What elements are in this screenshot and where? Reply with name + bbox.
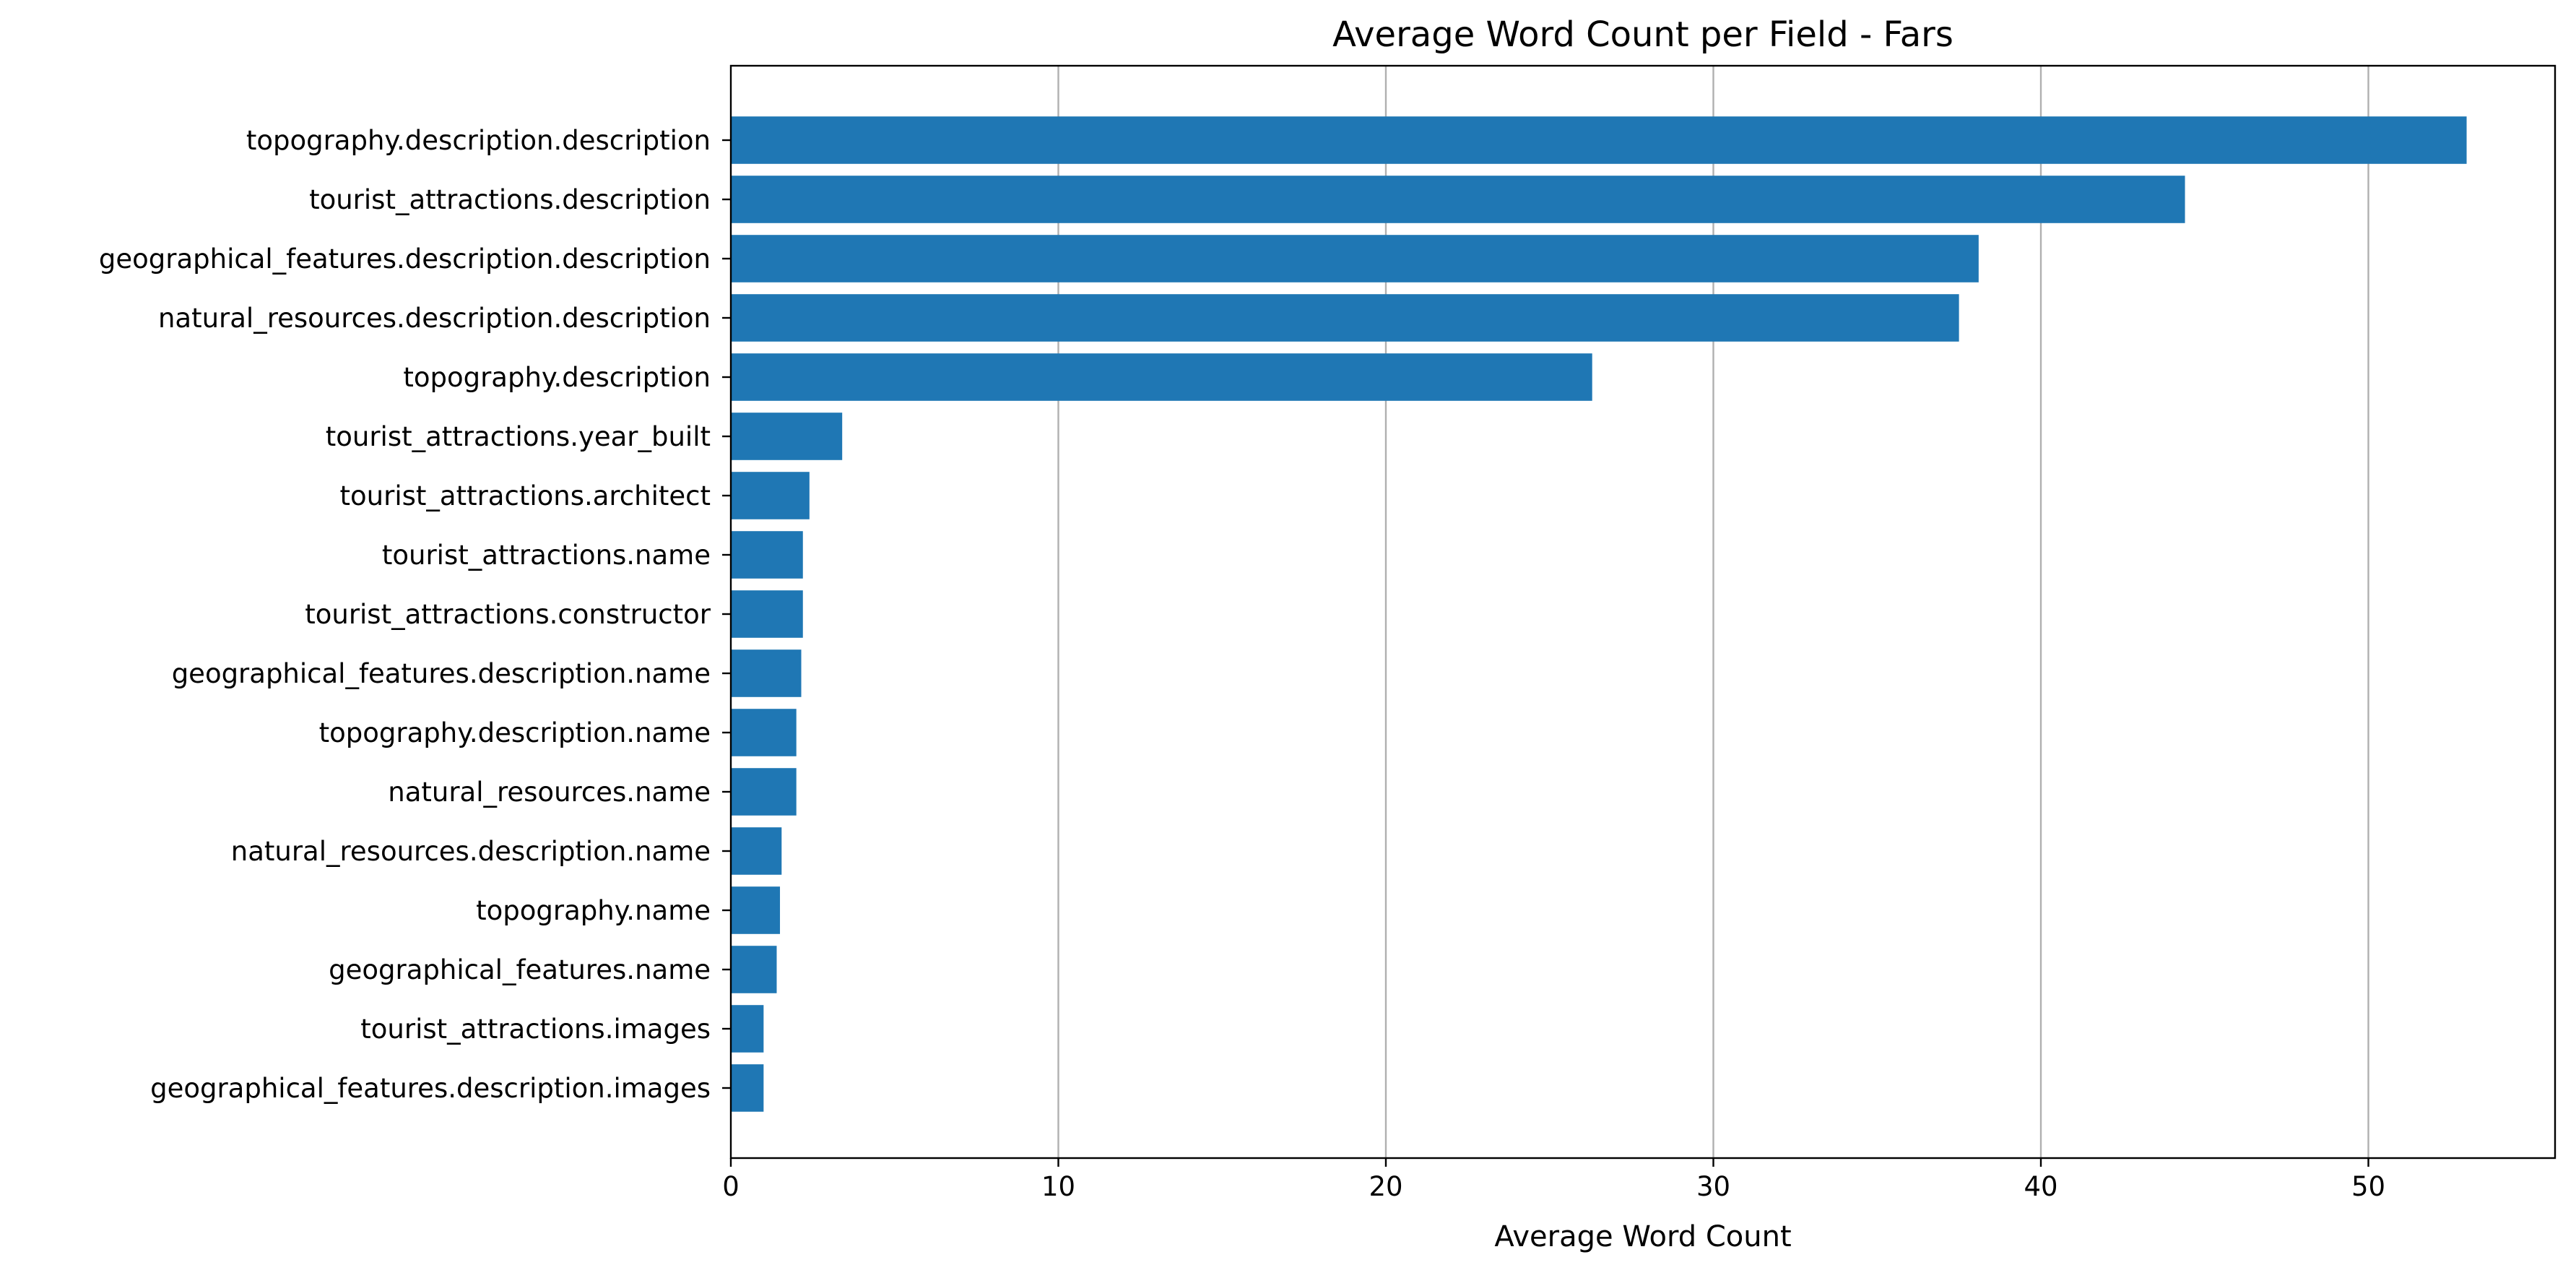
y-tick-label-9: geographical_features.description.name [172, 658, 711, 689]
x-tick-label-1: 10 [1041, 1171, 1075, 1202]
x-tick-label-5: 50 [2351, 1171, 2385, 1202]
bar-16 [731, 1064, 764, 1112]
plot-frame [729, 64, 2557, 1160]
y-tick-label-4: topography.description [403, 362, 711, 393]
y-tick-label-1: tourist_attractions.description [309, 184, 711, 215]
y-tick-label-13: topography.name [476, 895, 711, 926]
bars [731, 116, 2467, 1112]
y-tick-label-14: geographical_features.name [329, 954, 711, 985]
y-tick-label-2: geographical_features.description.descri… [99, 243, 711, 275]
y-tick-label-16: geographical_features.description.images [150, 1073, 711, 1104]
y-tick-label-15: tourist_attractions.images [360, 1014, 711, 1045]
y-tick-label-10: topography.description.name [319, 717, 711, 748]
y-tick-label-6: tourist_attractions.architect [340, 480, 711, 511]
bar-5 [731, 413, 843, 460]
bar-1 [731, 176, 2185, 223]
bar-11 [731, 768, 797, 816]
y-tick-label-7: tourist_attractions.name [382, 540, 711, 571]
bar-3 [731, 294, 1959, 342]
bar-6 [731, 472, 810, 519]
y-tick-label-3: natural_resources.description.descriptio… [158, 303, 711, 334]
y-tick-label-12: natural_resources.description.name [231, 836, 711, 867]
x-tick-label-4: 40 [2024, 1171, 2057, 1202]
bar-10 [731, 709, 797, 756]
x-tick-label-3: 30 [1696, 1171, 1730, 1202]
bar-9 [731, 649, 802, 697]
bar-12 [731, 827, 782, 875]
x-tick-label-2: 20 [1369, 1171, 1402, 1202]
bar-7 [731, 531, 803, 579]
chart-title: Average Word Count per Field - Fars [1332, 14, 1953, 55]
y-tick-label-0: topography.description.description [246, 125, 711, 156]
y-tick-label-5: tourist_attractions.year_built [326, 421, 711, 452]
y-axis-ticks: topography.description.description touris… [99, 125, 731, 1104]
bar-2 [731, 235, 1979, 282]
y-tick-label-8: tourist_attractions.constructor [305, 599, 711, 630]
bar-0 [731, 116, 2467, 164]
bar-4 [731, 353, 1592, 401]
x-tick-label-0: 0 [722, 1171, 740, 1202]
bar-13 [731, 886, 781, 934]
bar-8 [731, 590, 803, 638]
x-axis-label: Average Word Count [1494, 1220, 1791, 1253]
bar-15 [731, 1005, 764, 1053]
bar-14 [731, 946, 777, 993]
y-tick-label-11: natural_resources.name [388, 777, 711, 808]
x-axis-ticks: 0 10 20 30 40 50 [722, 1158, 2385, 1202]
